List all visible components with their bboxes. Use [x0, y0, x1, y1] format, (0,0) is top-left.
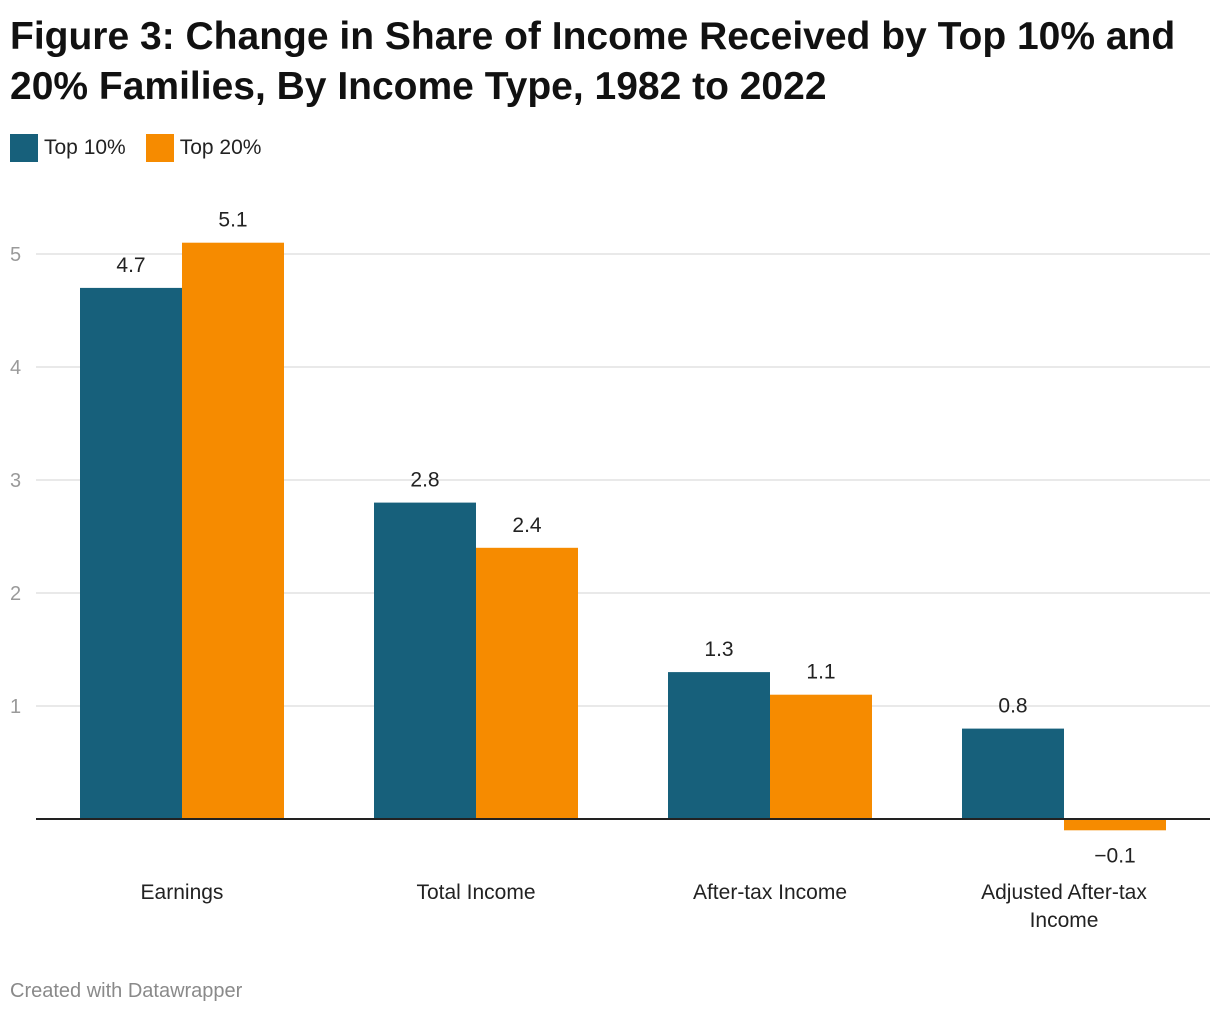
x-category-label: Total Income — [416, 881, 535, 904]
y-tick-label: 2 — [10, 583, 21, 605]
x-category-label: After-tax Income — [693, 881, 847, 904]
legend-label-top10: Top 10% — [44, 136, 126, 159]
bar-top10 — [962, 728, 1064, 819]
data-label: 4.7 — [116, 254, 145, 277]
data-label: −0.1 — [1094, 844, 1135, 867]
legend-swatch-top20 — [145, 134, 174, 162]
legend: Top 10% Top 20% — [10, 134, 281, 162]
data-label: 2.8 — [410, 469, 439, 492]
y-tick-label: 5 — [10, 244, 21, 266]
x-category-label: Adjusted After-tax — [981, 881, 1147, 904]
legend-item-top20: Top 20% — [145, 134, 262, 162]
data-label: 1.1 — [806, 661, 835, 684]
chart-title: Figure 3: Change in Share of Income Rece… — [10, 15, 1176, 108]
data-label: 1.3 — [704, 638, 733, 661]
bar-top20 — [476, 547, 578, 819]
x-category-label: Earnings — [141, 881, 224, 904]
y-tick-label: 1 — [10, 696, 21, 718]
footer-credit: Created with Datawrapper — [10, 980, 243, 1002]
legend-label-top20: Top 20% — [179, 136, 262, 159]
y-tick-label: 4 — [10, 357, 21, 379]
bar-top10 — [374, 502, 476, 819]
bar-top20 — [1064, 819, 1166, 831]
bar-top10 — [668, 672, 770, 819]
x-category-label: Income — [1030, 909, 1099, 932]
bar-top20 — [182, 242, 284, 819]
bar-top20 — [770, 694, 872, 819]
legend-item-top10: Top 10% — [10, 134, 126, 162]
y-tick-label: 3 — [10, 470, 21, 492]
data-label: 0.8 — [998, 695, 1027, 718]
legend-swatch-top10 — [10, 134, 38, 162]
data-label: 5.1 — [218, 209, 247, 232]
bar-top10 — [80, 287, 182, 819]
data-label: 2.4 — [512, 514, 542, 537]
